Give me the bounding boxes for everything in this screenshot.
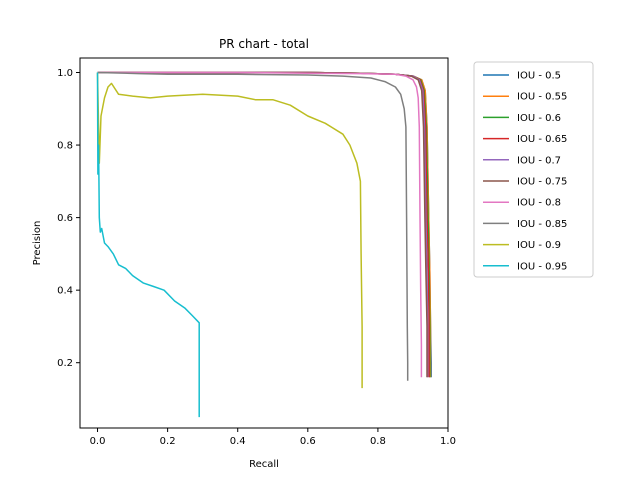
x-axis-ticks: 0.0 0.2 0.4 0.6 0.8 1.0 bbox=[90, 428, 456, 447]
series-line-2 bbox=[97, 71, 431, 378]
series-line-9 bbox=[96, 72, 200, 418]
series-line-3 bbox=[97, 71, 430, 378]
series-line-1 bbox=[97, 71, 432, 378]
series-line-8 bbox=[96, 72, 363, 389]
x-tick-label: 0.4 bbox=[230, 436, 246, 447]
x-tick-label: 0.0 bbox=[90, 436, 106, 447]
y-axis-ticks: 0.2 0.4 0.6 0.8 1.0 bbox=[57, 68, 80, 369]
y-tick-label: 0.8 bbox=[57, 141, 73, 152]
series-line-4 bbox=[97, 71, 429, 378]
legend-label-8: IOU - 0.9 bbox=[517, 240, 561, 251]
chart-title: PR chart - total bbox=[219, 37, 309, 51]
series-line-7 bbox=[97, 71, 409, 381]
legend-label-9: IOU - 0.95 bbox=[517, 261, 567, 272]
y-tick-label: 0.6 bbox=[57, 213, 73, 224]
x-tick-label: 0.8 bbox=[370, 436, 386, 447]
legend-label-7: IOU - 0.85 bbox=[517, 219, 567, 230]
legend: IOU - 0.5 IOU - 0.55 IOU - 0.6 IOU - 0.65 IO… bbox=[473, 61, 594, 278]
series-layer bbox=[96, 71, 432, 418]
y-tick-label: 1.0 bbox=[57, 68, 73, 79]
x-tick-label: 0.2 bbox=[160, 436, 176, 447]
series-line-0 bbox=[97, 71, 432, 378]
x-tick-label: 0.6 bbox=[300, 436, 316, 447]
plot-frame bbox=[79, 57, 449, 429]
series-line-6 bbox=[97, 71, 423, 378]
legend-label-3: IOU - 0.65 bbox=[517, 134, 567, 145]
x-axis-label: Recall bbox=[249, 459, 279, 470]
legend-label-2: IOU - 0.6 bbox=[517, 113, 561, 124]
legend-label-1: IOU - 0.55 bbox=[517, 92, 567, 103]
y-tick-label: 0.2 bbox=[57, 358, 73, 369]
legend-label-6: IOU - 0.8 bbox=[517, 198, 561, 209]
legend-label-5: IOU - 0.75 bbox=[517, 177, 567, 188]
y-axis-label: Precision bbox=[32, 221, 43, 266]
legend-label-0: IOU - 0.5 bbox=[517, 71, 561, 82]
legend-label-4: IOU - 0.7 bbox=[517, 155, 561, 166]
series-line-5 bbox=[97, 71, 428, 378]
x-tick-label: 1.0 bbox=[440, 436, 456, 447]
y-tick-label: 0.4 bbox=[57, 286, 73, 297]
